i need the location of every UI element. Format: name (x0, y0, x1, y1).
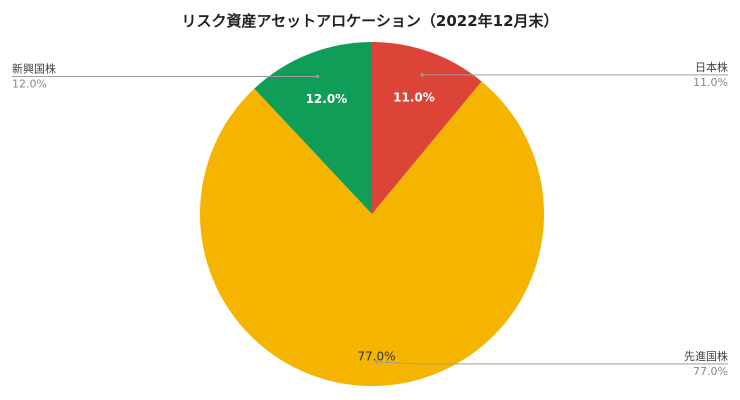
slice-label-japan: 11.0% (393, 90, 435, 104)
leader-line-developed (376, 361, 728, 365)
legend-pct-developed: 77.0% (693, 365, 728, 378)
legend-name-japan: 日本株 (695, 60, 728, 74)
legend-pct-emerging: 12.0% (12, 77, 47, 90)
pie-slice-developed[interactable] (200, 81, 545, 386)
slice-label-emerging: 12.0% (306, 92, 348, 106)
legend-name-developed: 先進国株 (684, 349, 728, 363)
pie-slice-emerging[interactable] (254, 42, 372, 214)
legend-name-emerging: 新興国株 (12, 61, 56, 75)
slice-label-developed: 77.0% (357, 350, 395, 364)
legend-pct-japan: 11.0% (693, 76, 728, 89)
slices-layer (200, 42, 545, 386)
pie-slice-japan[interactable] (372, 42, 482, 214)
labels-layer: 11.0% 日本株 11.0% 77.0% 先進国株 77.0% 12.0% 新興国株 12.0… (12, 60, 728, 378)
chart-title: リスク資産アセットアロケーション（2022年12月末） (181, 12, 559, 30)
